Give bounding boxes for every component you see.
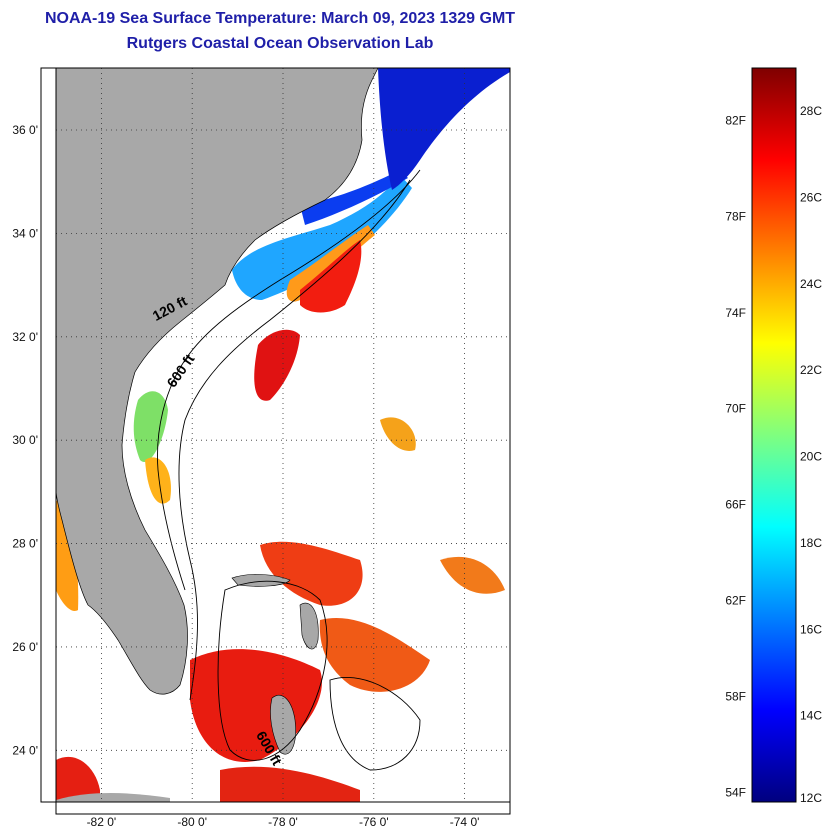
sst-data-layer bbox=[56, 170, 505, 802]
colorbar-fahrenheit-label: 66F bbox=[725, 498, 746, 512]
lon-tick-label: -78 0' bbox=[268, 815, 298, 829]
map-gridlines bbox=[56, 68, 510, 802]
land-cuba bbox=[56, 793, 170, 802]
colorbar-celsius-label: 18C bbox=[800, 536, 822, 550]
sst-patch-florida-shelf bbox=[145, 457, 171, 504]
colorbar-celsius-label: 16C bbox=[800, 622, 822, 636]
colorbar-fahrenheit-label: 82F bbox=[725, 114, 746, 128]
colorbar-celsius-label: 22C bbox=[800, 363, 822, 377]
sst-patch-gulfstream-core bbox=[300, 240, 362, 313]
land-abaco bbox=[299, 602, 319, 650]
colorbar-fahrenheit-label: 54F bbox=[725, 786, 746, 800]
land-andros-island bbox=[270, 694, 296, 755]
colorbar-celsius-labels: 12C 14C 16C 18C 20C 22C 24C 26C 28C bbox=[800, 104, 822, 805]
contour-600ft bbox=[178, 179, 411, 701]
lat-tick-label: 28 0' bbox=[12, 537, 38, 551]
lat-tick-label: 30 0' bbox=[12, 433, 38, 447]
map-subtitle: Rutgers Coastal Ocean Observation Lab bbox=[126, 35, 434, 52]
colorbar-celsius-label: 24C bbox=[800, 277, 822, 291]
bathymetry-contours bbox=[157, 169, 421, 771]
map-title: NOAA-19 Sea Surface Temperature: March 0… bbox=[44, 10, 516, 27]
lon-tick-label: -76 0' bbox=[359, 815, 389, 829]
contour-bahamas-east bbox=[329, 676, 421, 771]
colorbar-celsius-label: 14C bbox=[800, 709, 822, 723]
lon-tick-band bbox=[55, 801, 511, 815]
sst-patch-scatter-1 bbox=[440, 556, 505, 594]
lat-tick-labels: 24 0' 26 0' 28 0' 30 0' 32 0' 34 0' 36 0' bbox=[12, 123, 38, 757]
contour-bahamas-bank bbox=[217, 580, 328, 761]
sst-patch-chesapeake bbox=[378, 68, 510, 190]
lat-tick-label: 32 0' bbox=[12, 330, 38, 344]
sst-patch-gulfstream-edge bbox=[286, 225, 375, 302]
colorbar-celsius-label: 28C bbox=[800, 104, 822, 118]
lat-tick-band bbox=[40, 67, 57, 803]
sst-patch-bahamas-3 bbox=[319, 618, 430, 692]
lat-tick-label: 36 0' bbox=[12, 123, 38, 137]
lon-tick-label: -74 0' bbox=[450, 815, 480, 829]
sst-patch-scatter-2 bbox=[380, 417, 416, 451]
land-southeast-us bbox=[56, 68, 379, 695]
sst-patch-cuba bbox=[56, 756, 100, 802]
lon-tick-label: -82 0' bbox=[87, 815, 117, 829]
sst-patch-carolina-nearshore bbox=[300, 170, 408, 225]
colorbar-celsius-label: 20C bbox=[800, 450, 822, 464]
lat-tick-label: 26 0' bbox=[12, 640, 38, 654]
colorbar-fahrenheit-labels: 54F 58F 62F 66F 70F 74F 78F 82F bbox=[725, 114, 746, 800]
sst-patch-bahamas-2 bbox=[260, 541, 363, 606]
colorbar-fahrenheit-label: 58F bbox=[725, 690, 746, 704]
sst-patch-carolina-shelf bbox=[232, 175, 412, 300]
lat-tick-label: 34 0' bbox=[12, 226, 38, 240]
colorbar-fahrenheit-label: 70F bbox=[725, 402, 746, 416]
colorbar-fahrenheit-label: 62F bbox=[725, 593, 746, 607]
contour-120ft bbox=[157, 169, 421, 591]
sst-patch-south-edge bbox=[220, 766, 360, 802]
colorbar-fahrenheit-label: 74F bbox=[725, 306, 746, 320]
colorbar-celsius-label: 12C bbox=[800, 791, 822, 805]
lon-tick-labels: -82 0' -80 0' -78 0' -76 0' -74 0' bbox=[87, 815, 480, 829]
lon-tick-label: -80 0' bbox=[177, 815, 207, 829]
sst-patch-gulfstream-south bbox=[254, 329, 300, 401]
colorbar-celsius-label: 26C bbox=[800, 191, 822, 205]
sst-patch-gulf-coast bbox=[56, 500, 79, 611]
colorbar-fahrenheit-label: 78F bbox=[725, 210, 746, 224]
colorbar bbox=[751, 67, 797, 803]
sst-patch-georgia-shelf bbox=[133, 391, 168, 462]
lat-tick-label: 24 0' bbox=[12, 743, 38, 757]
